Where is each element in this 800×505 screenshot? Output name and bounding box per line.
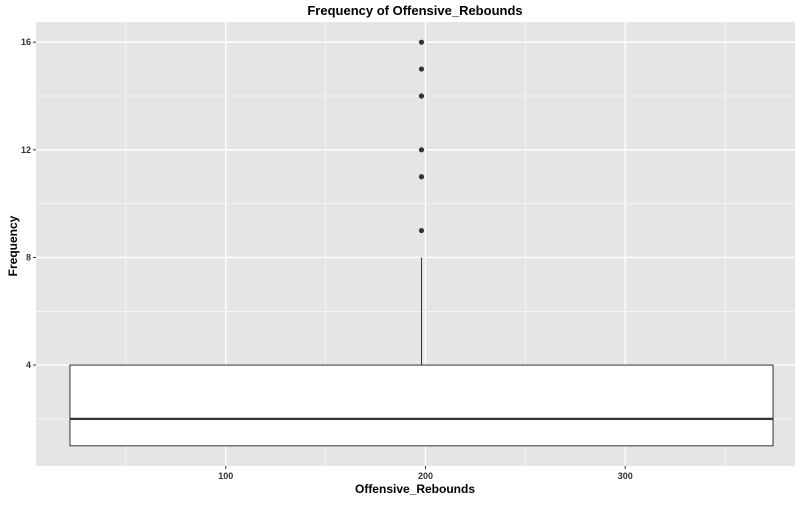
- x-tick-label: 200: [418, 471, 433, 481]
- outlier-point: [418, 227, 425, 234]
- box-element: [69, 257, 774, 447]
- y-tick-label: 12: [21, 145, 31, 155]
- y-tick-label: 16: [21, 37, 31, 47]
- outlier-point: [418, 93, 425, 99]
- outlier-point: [418, 66, 425, 72]
- chart-title: Frequency of Offensive_Rebounds: [307, 3, 522, 18]
- x-axis-title: Offensive_Rebounds: [355, 482, 475, 496]
- outlier-point: [418, 147, 425, 153]
- x-tick-label: 300: [618, 471, 633, 481]
- axes: 100 200 300 4 8 12 16: [21, 37, 633, 481]
- outlier-points: [418, 39, 425, 234]
- outlier-point: [418, 174, 425, 180]
- y-tick-label: 4: [26, 360, 31, 370]
- y-tick-label: 8: [26, 252, 31, 262]
- x-tick-label: 100: [218, 471, 233, 481]
- iqr-box: [69, 364, 774, 447]
- outlier-point: [418, 39, 425, 45]
- y-axis-title: Frequency: [6, 215, 20, 276]
